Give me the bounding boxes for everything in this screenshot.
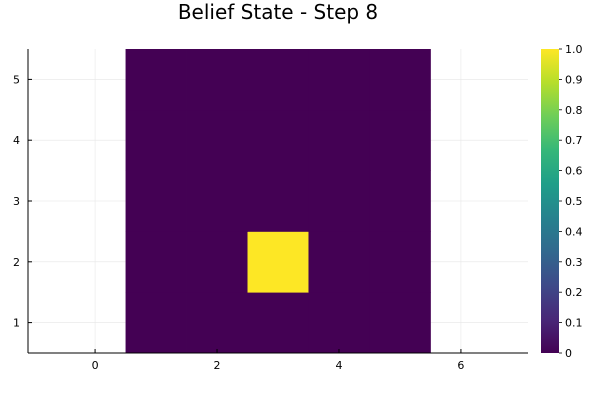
x-axis-ticks: 0 2 4 6 (92, 349, 464, 372)
heatmap-cell (308, 109, 370, 171)
colorbar-tick-label: 0.3 (565, 256, 583, 269)
colorbar-tick-label: 1.0 (565, 43, 583, 56)
heatmap-cell (247, 231, 309, 293)
x-tick-label: 4 (335, 359, 342, 372)
heatmap-cell (247, 49, 309, 111)
colorbar-tick-label: 0.9 (565, 73, 583, 86)
y-tick-label: 2 (13, 256, 20, 269)
heatmap-cell (186, 49, 248, 111)
colorbar: 0 0.1 0.2 0.3 0.4 0.5 0.6 0.7 0.8 0.9 1.0 (541, 43, 583, 360)
heatmap-cell (247, 170, 309, 232)
x-tick-label: 2 (214, 359, 221, 372)
heatmap-cell (186, 292, 248, 354)
colorbar-gradient (541, 49, 559, 353)
colorbar-tick-label: 0 (565, 347, 572, 360)
heatmap-cell (125, 170, 187, 232)
heatmap-cell (308, 231, 370, 293)
y-tick-label: 5 (13, 73, 20, 86)
x-tick-label: 6 (457, 359, 464, 372)
heatmap-cells (125, 49, 431, 354)
heatmap-cell (125, 231, 187, 293)
heatmap-cell (186, 231, 248, 293)
colorbar-tick-label: 0.8 (565, 104, 583, 117)
heatmap-cell (308, 292, 370, 354)
y-tick-label: 3 (13, 195, 20, 208)
heatmap-cell (125, 109, 187, 171)
heatmap-cell (308, 49, 370, 111)
y-axis-ticks: 1 2 3 4 5 (13, 73, 32, 330)
colorbar-tick-label: 0.1 (565, 317, 583, 330)
heatmap-cell (186, 109, 248, 171)
heatmap-cell (369, 231, 431, 293)
heatmap-cell (247, 109, 309, 171)
heatmap-cell (369, 292, 431, 354)
heatmap-cell (125, 49, 187, 111)
heatmap-cell (308, 170, 370, 232)
heatmap-cell (369, 170, 431, 232)
y-tick-label: 1 (13, 317, 20, 330)
x-tick-label: 0 (92, 359, 99, 372)
colorbar-tick-label: 0.5 (565, 195, 583, 208)
y-tick-label: 4 (13, 134, 20, 147)
heatmap-cell (369, 109, 431, 171)
heatmap-cell (247, 292, 309, 354)
colorbar-tick-label: 0.4 (565, 225, 583, 238)
colorbar-tick-label: 0.2 (565, 286, 583, 299)
heatmap-cell (186, 170, 248, 232)
colorbar-tick-label: 0.7 (565, 134, 583, 147)
heatmap-cell (125, 292, 187, 354)
chart-title: Belief State - Step 8 (178, 0, 378, 24)
heatmap-cell (369, 49, 431, 111)
colorbar-tick-label: 0.6 (565, 165, 583, 178)
